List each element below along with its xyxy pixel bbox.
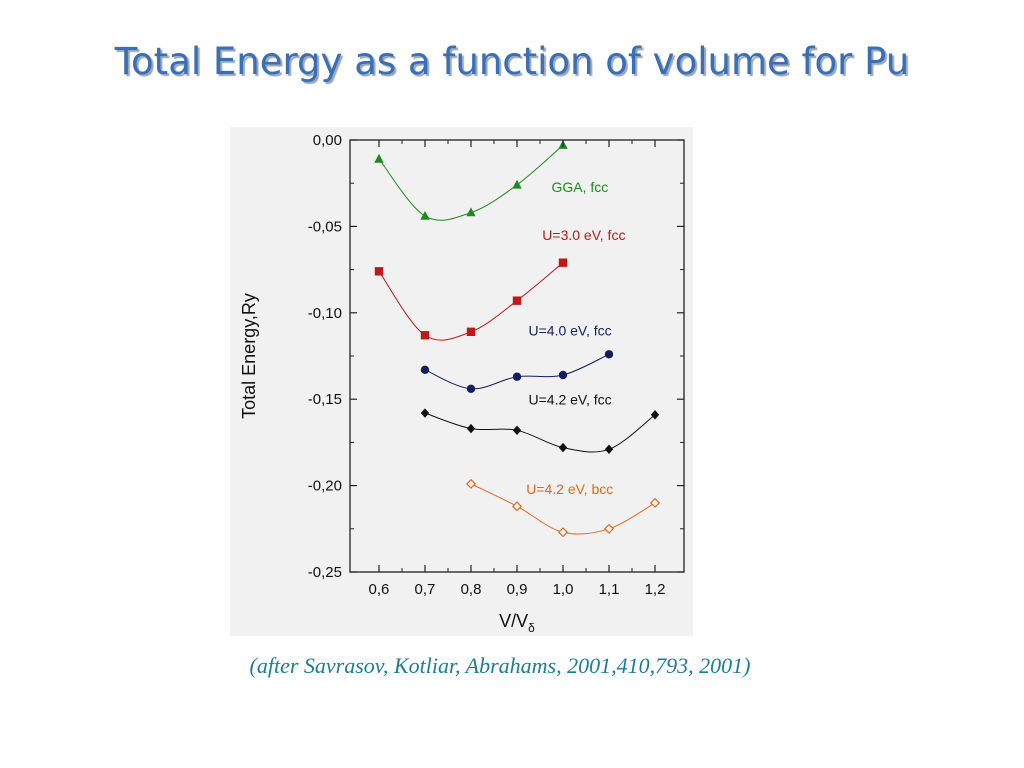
data-point-square — [558, 258, 568, 267]
y-tick-label: -0,10 — [308, 305, 342, 322]
citation-caption: (after Savrasov, Kotliar, Abrahams, 2001… — [249, 653, 751, 678]
data-point-square — [420, 331, 430, 340]
chart-panel: 0,00 -0,05 -0,10 -0,15 -0,20 -0,25 0,6 0,7 0,8 0,… — [230, 127, 693, 636]
data-point-diamond-open — [465, 478, 477, 489]
x-tick-label: 0,6 — [369, 581, 390, 598]
data-point-triangle — [466, 207, 476, 217]
x-tick-label: 0,9 — [507, 581, 528, 598]
data-point-diamond-open — [603, 523, 615, 534]
series-label: U=4.2 eV, fcc — [529, 391, 612, 407]
energy-volume-chart: 0,00 -0,05 -0,10 -0,15 -0,20 -0,25 0,6 0,7 0,8 0,… — [239, 132, 685, 635]
y-tick-label: -0,20 — [308, 478, 342, 495]
x-tick-label: 1,0 — [553, 581, 574, 598]
axes-layer: 0,00 -0,05 -0,10 -0,15 -0,20 -0,25 0,6 0,7 0,8 0,… — [239, 132, 685, 635]
y-tick-label: -0,15 — [308, 391, 342, 408]
curves-layer — [378, 144, 656, 535]
series-curve — [424, 412, 656, 453]
data-point-diamond-open — [511, 501, 523, 512]
data-point-circle — [466, 384, 476, 394]
x-axis-title-subscript: δ — [528, 621, 535, 635]
slide-title: Total Energy as a function of volume for… — [114, 40, 910, 83]
series-label: GGA, fcc — [552, 179, 609, 195]
data-point-circle — [604, 350, 614, 359]
x-tick-label: 1,1 — [599, 581, 620, 598]
data-point-diamond-open — [557, 527, 569, 538]
data-point-diamond — [650, 410, 660, 420]
data-point-diamond — [420, 408, 430, 418]
data-point-diamond — [512, 425, 522, 436]
x-axis-title: V/Vδ — [499, 611, 535, 635]
series-label: U=3.0 eV, fcc — [542, 227, 625, 243]
series-label: U=4.2 eV, bcc — [526, 481, 613, 497]
y-axis-title: Total Energy,Ry — [239, 293, 259, 419]
y-tick-label: 0,00 — [313, 132, 342, 149]
data-point-square — [374, 267, 384, 276]
data-point-diamond-open — [649, 497, 661, 508]
data-point-diamond — [558, 442, 568, 453]
data-point-triangle — [512, 179, 522, 189]
data-point-diamond — [604, 444, 614, 455]
data-point-diamond — [466, 423, 476, 434]
y-tick-label: -0,05 — [308, 218, 342, 235]
x-tick-label: 0,8 — [461, 581, 482, 598]
y-tick-label: -0,25 — [308, 564, 342, 581]
data-point-square — [466, 327, 476, 337]
series-curve — [424, 353, 610, 390]
x-tick-label: 1,2 — [645, 581, 666, 598]
data-point-triangle — [374, 153, 384, 163]
labels-layer: GGA, fcc U=3.0 eV, fcc U=4.0 eV, fcc U=4.2 … — [526, 179, 625, 497]
markers-layer — [374, 139, 661, 538]
data-point-circle — [558, 370, 568, 380]
x-tick-label: 0,7 — [415, 581, 436, 598]
data-point-square — [512, 296, 522, 305]
data-point-triangle — [420, 210, 430, 220]
data-point-circle — [420, 365, 430, 375]
series-label: U=4.0 eV, fcc — [529, 322, 612, 338]
data-point-circle — [512, 372, 522, 381]
